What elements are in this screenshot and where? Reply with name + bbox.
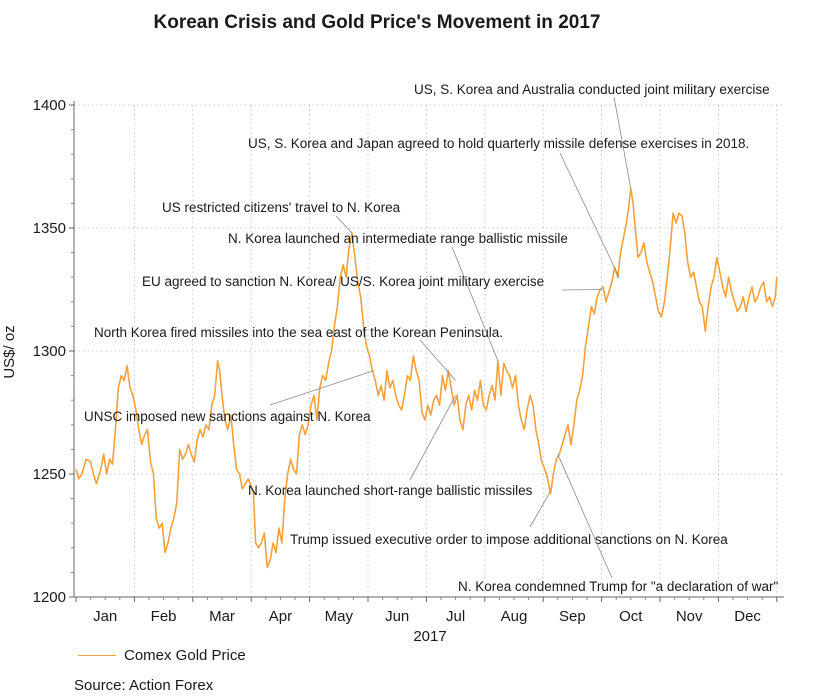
x-tick-label: Sep — [559, 608, 586, 625]
y-tick-label: 1300 — [33, 343, 66, 360]
x-tick-label: Dec — [734, 608, 761, 625]
annotation-leader-a4 — [451, 246, 499, 361]
annotation-leader-a7 — [269, 370, 374, 406]
x-axis-label: 2017 — [413, 628, 446, 645]
legend: Comex Gold Price — [78, 647, 246, 664]
x-tick-label: Oct — [619, 608, 643, 625]
x-tick-label: Feb — [151, 608, 177, 625]
axes — [73, 101, 784, 598]
y-tick-label: 1250 — [33, 466, 66, 483]
source-note: Source: Action Forex — [74, 677, 214, 694]
x-tick-label: Jan — [93, 608, 117, 625]
series-layer — [75, 187, 778, 569]
annotation-leader-a1 — [613, 96, 632, 189]
annotation-leader-a9 — [529, 491, 551, 528]
x-tick-label: May — [325, 608, 354, 625]
annotation-leader-a10 — [557, 454, 613, 579]
annotation-text-a2: US, S. Korea and Japan agreed to hold qu… — [248, 136, 749, 151]
annotation-text-a9: Trump issued executive order to impose a… — [290, 532, 728, 547]
y-axis-ticks: 1200 1250 1300 1350 1400 — [33, 97, 74, 606]
x-tick-label: Mar — [209, 608, 235, 625]
annotation-leader-a6 — [419, 339, 456, 381]
annotation-text-a6: North Korea fired missiles into the sea … — [94, 325, 503, 340]
x-axis-ticks: Jan Feb Mar Apr May Jun Jul Aug Sep Oct Nov Dec — [75, 597, 778, 625]
x-tick-label: Apr — [269, 608, 292, 625]
grid-lines — [74, 104, 784, 597]
annotation-text-a7: UNSC imposed new sanctions against N. Ko… — [84, 409, 371, 424]
y-tick-label: 1200 — [33, 589, 66, 606]
y-tick-label: 1400 — [33, 97, 66, 114]
x-tick-label: Nov — [676, 608, 703, 625]
annotation-text-a5: EU agreed to sanction N. Korea/ US/S. Ko… — [142, 274, 544, 289]
annotation-text-a10: N. Korea condemned Trump for "a declarat… — [458, 579, 778, 594]
annotation-text-a8: N. Korea launched short-range ballistic … — [248, 483, 533, 498]
annotation-leader-a5 — [561, 289, 602, 291]
y-tick-label: 1350 — [33, 220, 66, 237]
chart-title: Korean Crisis and Gold Price's Movement … — [153, 12, 601, 33]
annotation-text-a3: US restricted citizens' travel to N. Kor… — [162, 200, 401, 215]
y-axis-label: US$/ oz — [1, 325, 18, 378]
x-tick-label: Aug — [501, 608, 528, 625]
x-tick-label: Jun — [385, 608, 409, 625]
annotation-text-a4: N. Korea launched an intermediate range … — [228, 231, 568, 246]
legend-line-swatch — [78, 655, 116, 656]
annotation-text-a1: US, S. Korea and Australia conducted joi… — [414, 82, 770, 97]
gold-price-line — [75, 187, 778, 569]
legend-label: Comex Gold Price — [124, 647, 246, 664]
annotation-leader-a8 — [409, 395, 456, 481]
annotations-layer: US, S. Korea and Australia conducted joi… — [84, 82, 778, 594]
x-tick-label: Jul — [446, 608, 465, 625]
annotation-leader-a2 — [559, 152, 620, 278]
annotation-leader-a3 — [335, 215, 353, 234]
